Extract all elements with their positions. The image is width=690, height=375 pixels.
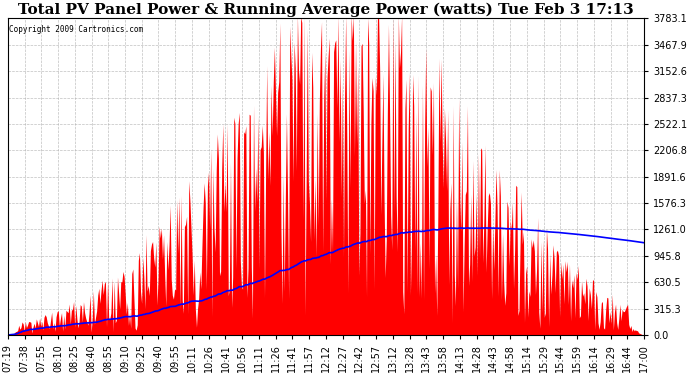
Text: Copyright 2009 Cartronics.com: Copyright 2009 Cartronics.com [9, 25, 144, 34]
Title: Total PV Panel Power & Running Average Power (watts) Tue Feb 3 17:13: Total PV Panel Power & Running Average P… [18, 3, 634, 17]
